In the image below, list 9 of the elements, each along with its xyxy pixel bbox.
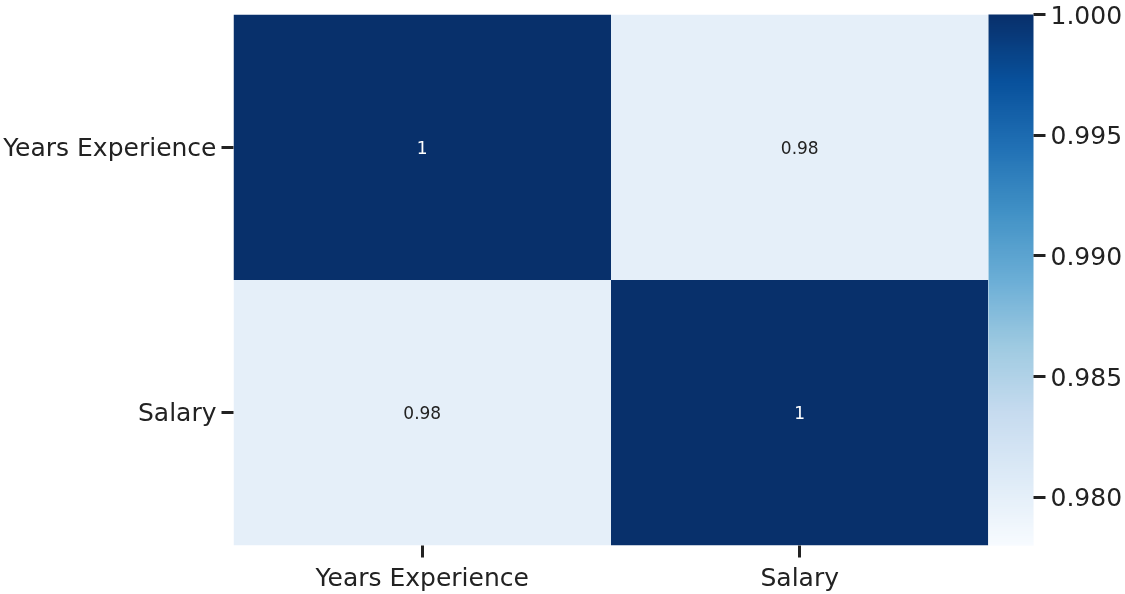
color-bar-label: 0.985 [1050, 362, 1123, 392]
data-label: 1 [416, 137, 428, 158]
color-bar-label: 0.990 [1050, 241, 1123, 271]
color-bar-label: 0.980 [1050, 483, 1123, 513]
data-label: 0.98 [780, 137, 819, 158]
data-label: 0.98 [403, 403, 442, 424]
color-bar-label: 0.995 [1050, 121, 1123, 151]
data-label: 1 [794, 403, 806, 424]
color-bar-label: 1.000 [1050, 0, 1123, 30]
